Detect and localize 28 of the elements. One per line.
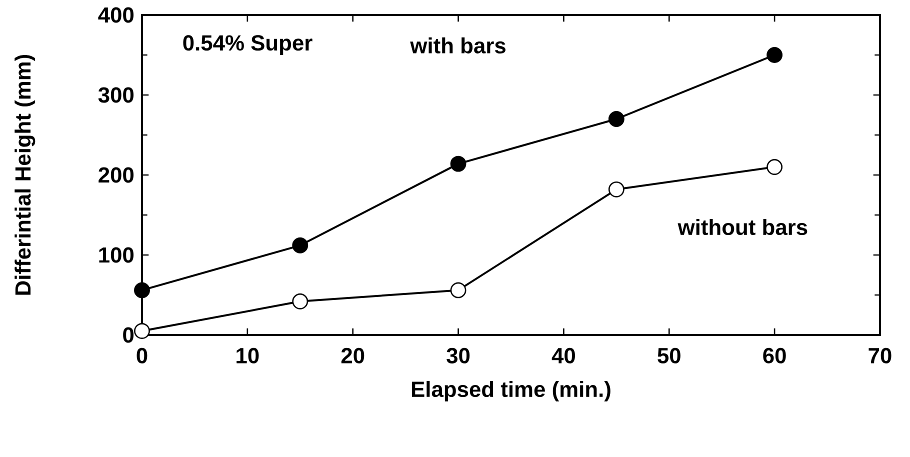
x-tick-label: 50 (658, 348, 680, 364)
x-axis-title: Elapsed time (min.) (412, 380, 610, 402)
legend-label: with bars (410, 37, 506, 54)
x-tick-label: 0 (136, 348, 148, 364)
point (292, 293, 308, 310)
series-label: without bars (678, 218, 808, 236)
y-tick-label: 200 (98, 167, 134, 183)
point (450, 282, 466, 298)
y-axis-title: Differintial Height (mm) (14, 54, 36, 295)
y-tick-label: 0 (123, 327, 134, 343)
y-tick-label: 100 (99, 247, 134, 263)
x-tick-label: 60 (763, 348, 786, 364)
y-tick-label: 300 (98, 87, 134, 103)
x-tick-label: 30 (446, 348, 470, 364)
point (134, 323, 150, 339)
point (766, 47, 783, 63)
point (292, 237, 308, 254)
point (608, 181, 624, 198)
x-tick-label: 20 (341, 348, 364, 364)
y-tick-label: 400 (98, 7, 134, 23)
x-tick-label: 10 (236, 348, 259, 364)
x-tick-label: 70 (868, 348, 892, 364)
point (766, 159, 783, 175)
annotation: 0.54% Super (183, 35, 312, 56)
x-tick-label: 40 (552, 348, 575, 364)
point (450, 156, 466, 172)
point (134, 282, 150, 298)
point (608, 111, 624, 127)
